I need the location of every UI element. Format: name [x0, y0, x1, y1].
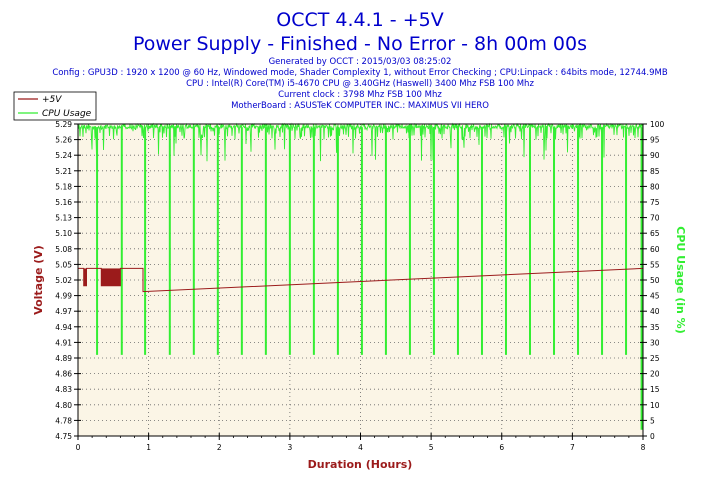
info-line-cpu: CPU : Intel(R) Core(TM) i5-4670 CPU @ 3.… — [186, 79, 534, 89]
y2-tick-label: 85 — [650, 167, 660, 176]
y-tick-label: 5.21 — [55, 167, 72, 176]
y-tick-label: 4.80 — [55, 401, 72, 410]
x-tick-label: 8 — [641, 443, 646, 452]
y2-tick-label: 15 — [650, 385, 660, 394]
y-tick-label: 5.10 — [55, 229, 72, 238]
y2-tick-label: 80 — [650, 182, 660, 191]
y-tick-label: 5.13 — [55, 214, 72, 223]
y-tick-label: 4.97 — [55, 307, 72, 316]
y2-tick-label: 50 — [650, 276, 660, 285]
x-tick-label: 2 — [217, 443, 222, 452]
legend: +5V CPU Usage — [13, 91, 97, 121]
x-tick-label: 6 — [499, 443, 504, 452]
info-line-clock: Current clock : 3798 Mhz FSB 100 Mhz — [278, 90, 442, 100]
y2-tick-label: 95 — [650, 136, 660, 145]
y-tick-label: 5.18 — [55, 182, 72, 191]
y-axis-label: Voltage (V) — [32, 245, 45, 315]
info-line-motherboard: MotherBoard : ASUSTeK COMPUTER INC.: MAX… — [231, 101, 489, 111]
legend-box — [13, 91, 97, 121]
y2-tick-label: 90 — [650, 151, 660, 160]
y-axis-ticks: 4.75 4.78 4.80 4.83 4.86 4.89 4.91 4.94 4.97 4.99… — [55, 120, 81, 441]
cpu-usage-line — [77, 122, 644, 162]
legend-label-cpu: CPU Usage — [42, 109, 92, 119]
y2-tick-label: 0 — [650, 432, 655, 441]
y2-tick-label: 55 — [650, 260, 660, 269]
x-tick-label: 1 — [146, 443, 151, 452]
y2-tick-label: 10 — [650, 401, 660, 410]
info-line-generated: Generated by OCCT : 2015/03/03 08:25:02 — [269, 57, 452, 67]
y-tick-label: 4.91 — [55, 338, 72, 347]
y-tick-label: 5.29 — [55, 120, 72, 129]
voltage-series — [78, 267, 644, 293]
y-tick-label: 5.05 — [55, 260, 72, 269]
x-tick-label: 0 — [76, 443, 81, 452]
y2-tick-label: 30 — [650, 338, 660, 347]
voltage-oscillation-block — [83, 268, 87, 286]
y2-tick-label: 40 — [650, 307, 660, 316]
chart-subtitle: Power Supply - Finished - No Error - 8h … — [133, 33, 587, 55]
y-tick-label: 5.24 — [55, 151, 72, 160]
y-tick-label: 4.83 — [55, 385, 72, 394]
info-line-config: Config : GPU3D : 1920 x 1200 @ 60 Hz, Wi… — [52, 68, 668, 78]
y2-tick-label: 100 — [650, 120, 665, 129]
y-tick-label: 4.99 — [55, 292, 72, 301]
y2-tick-label: 35 — [650, 323, 660, 332]
cpu-usage-series — [77, 122, 644, 430]
x-tick-label: 5 — [429, 443, 434, 452]
y-tick-label: 4.94 — [55, 323, 72, 332]
y2-tick-label: 5 — [650, 416, 655, 425]
x-tick-label: 3 — [287, 443, 292, 452]
y2-tick-label: 45 — [650, 292, 660, 301]
y-tick-label: 4.75 — [55, 432, 72, 441]
y2-tick-label: 75 — [650, 198, 660, 207]
y2-tick-label: 25 — [650, 354, 660, 363]
y2-axis-ticks: 0 5 10 15 20 25 30 35 40 45 50 55 60 65 70 75 80 85 90 95 10… — [640, 120, 665, 441]
y-tick-label: 5.16 — [55, 198, 72, 207]
y-tick-label: 5.02 — [55, 276, 72, 285]
y-tick-label: 4.89 — [55, 354, 72, 363]
y2-tick-label: 70 — [650, 214, 660, 223]
y-tick-label: 5.26 — [55, 136, 72, 145]
x-axis-label: Duration (Hours) — [308, 458, 413, 471]
y-tick-label: 5.08 — [55, 245, 72, 254]
y-tick-label: 4.78 — [55, 416, 72, 425]
y-tick-label: 4.86 — [55, 370, 72, 379]
chart-title: OCCT 4.4.1 - +5V — [276, 9, 443, 31]
x-axis-ticks: 0 1 2 3 4 5 6 7 8 — [76, 433, 646, 452]
y2-axis-label: CPU Usage (in %) — [674, 226, 687, 333]
y2-tick-label: 60 — [650, 245, 660, 254]
legend-label-voltage: +5V — [42, 95, 62, 105]
x-tick-label: 7 — [570, 443, 575, 452]
x-tick-label: 4 — [358, 443, 363, 452]
voltage-oscillation-block — [101, 268, 121, 286]
y2-tick-label: 20 — [650, 370, 660, 379]
y2-tick-label: 65 — [650, 229, 660, 238]
